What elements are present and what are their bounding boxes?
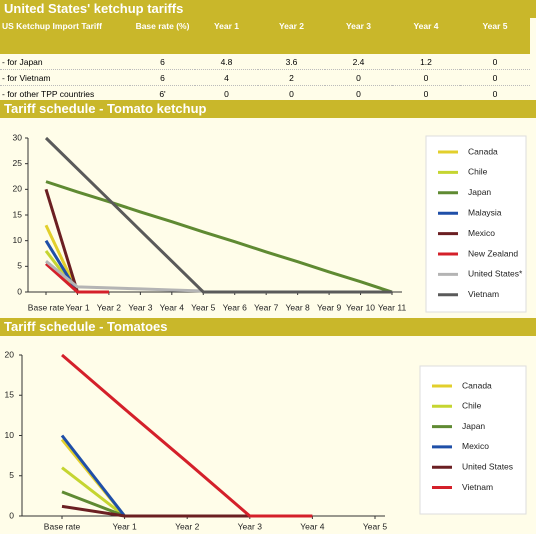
x-tick-label: Year 4 (160, 302, 185, 312)
column-header: Year 2 (258, 18, 325, 54)
x-tick-label: Base rate (28, 302, 65, 312)
chart-title: Tariff schedule - Tomatoes (0, 318, 536, 336)
table-cell: 2 (258, 69, 325, 86)
legend-label: Japan (462, 421, 485, 431)
legend-label: Chile (468, 167, 488, 177)
x-tick-label: Year 3 (238, 521, 263, 531)
legend-label: New Zealand (468, 248, 518, 258)
series-line (61, 504, 250, 518)
legend-label: Vietnam (468, 289, 499, 299)
table-area: US Ketchup Import Tariff Base rate (%) Yea… (0, 18, 536, 102)
legend-label: Mexico (468, 228, 495, 238)
y-tick-label: 15 (5, 390, 15, 400)
x-tick-label: Year 10 (346, 302, 375, 312)
column-header: Year 5 (460, 18, 530, 54)
legend-label: Malaysia (468, 207, 502, 217)
x-tick-label: Base rate (44, 521, 81, 531)
table-cell: 1.2 (392, 54, 460, 70)
table-cell: 0 (460, 69, 530, 86)
series-line (61, 466, 126, 518)
legend-label: Chile (462, 401, 482, 411)
column-header: US Ketchup Import Tariff (0, 18, 130, 54)
series-line (45, 260, 204, 293)
x-tick-label: Year 5 (363, 521, 388, 531)
y-tick-label: 10 (13, 235, 23, 245)
y-tick-label: 20 (5, 349, 15, 359)
y-tick-label: 30 (13, 132, 23, 142)
column-header: Base rate (%) (130, 18, 195, 54)
series-line (60, 434, 126, 517)
legend-label: United States (462, 461, 513, 471)
table-cell: 4.8 (195, 54, 258, 70)
y-tick-label: 5 (17, 261, 22, 271)
series-line (61, 353, 313, 518)
y-tick-label: 25 (13, 158, 23, 168)
x-tick-label: Year 7 (254, 302, 279, 312)
x-tick-label: Year 8 (286, 302, 311, 312)
legend-label: Japan (468, 187, 491, 197)
legend-label: Mexico (462, 441, 489, 451)
table-cell: - for Vietnam (0, 69, 130, 86)
x-tick-label: Year 9 (317, 302, 342, 312)
legend-label: Canada (462, 380, 492, 390)
x-tick-label: Year 1 (112, 521, 137, 531)
legend-label: Vietnam (462, 482, 493, 492)
chart: 0 5 10 15 20 Base rate Year 1 Year 2 Year 3 Year … (5, 349, 527, 531)
table-title: United States' ketchup tariffs (0, 0, 536, 18)
table-cell: 0 (325, 69, 392, 86)
series-line (44, 262, 109, 294)
legend-box (419, 365, 527, 515)
table-cell: 2.4 (325, 54, 392, 70)
series-line (44, 136, 392, 294)
x-tick-label: Year 2 (175, 521, 200, 531)
chart-title: Tariff schedule - Tomato ketchup (0, 100, 536, 118)
x-tick-label: Year 3 (128, 302, 153, 312)
x-tick-label: Year 4 (300, 521, 325, 531)
table-cell: 0 (460, 54, 530, 70)
series-line (61, 490, 126, 518)
legend-box (425, 135, 527, 313)
table-cell: - for Japan (0, 54, 130, 70)
table-row: - for Vietnam 6 4 2 0 0 0 (0, 69, 530, 86)
tariff-table: US Ketchup Import Tariff Base rate (%) Yea… (0, 18, 530, 102)
column-header: Year 4 (392, 18, 460, 54)
legend-label: United States* (468, 269, 523, 279)
x-tick-label: Year 5 (191, 302, 216, 312)
table-cell: 6 (130, 69, 195, 86)
table-cell: 0 (392, 69, 460, 86)
chart: 0 5 10 15 20 25 30 Base rate Year 1 Year 2 Year 3 Y… (13, 132, 527, 313)
y-tick-label: 10 (5, 430, 15, 440)
table-cell: 3.6 (258, 54, 325, 70)
y-tick-label: 0 (17, 286, 22, 296)
column-header: Year 1 (195, 18, 258, 54)
x-tick-label: Year 1 (65, 302, 90, 312)
x-tick-label: Year 6 (223, 302, 248, 312)
table-cell: 4 (195, 69, 258, 86)
table-row: - for other TPP countries 6' 0 0 0 0 0 (0, 85, 530, 102)
header-row: US Ketchup Import Tariff Base rate (%) Yea… (0, 18, 530, 54)
series-line (44, 188, 109, 294)
y-tick-label: 5 (9, 470, 14, 480)
legend-label: Canada (468, 146, 498, 156)
y-tick-label: 15 (13, 209, 23, 219)
column-header: Year 3 (325, 18, 392, 54)
y-tick-label: 0 (9, 510, 14, 520)
series-line (45, 180, 393, 294)
table-cell: 6 (130, 54, 195, 70)
x-tick-label: Year 11 (378, 302, 407, 312)
y-tick-label: 20 (13, 184, 23, 194)
x-tick-label: Year 2 (97, 302, 122, 312)
table-row: - for Japan 6 4.8 3.6 2.4 1.2 0 (0, 54, 530, 70)
